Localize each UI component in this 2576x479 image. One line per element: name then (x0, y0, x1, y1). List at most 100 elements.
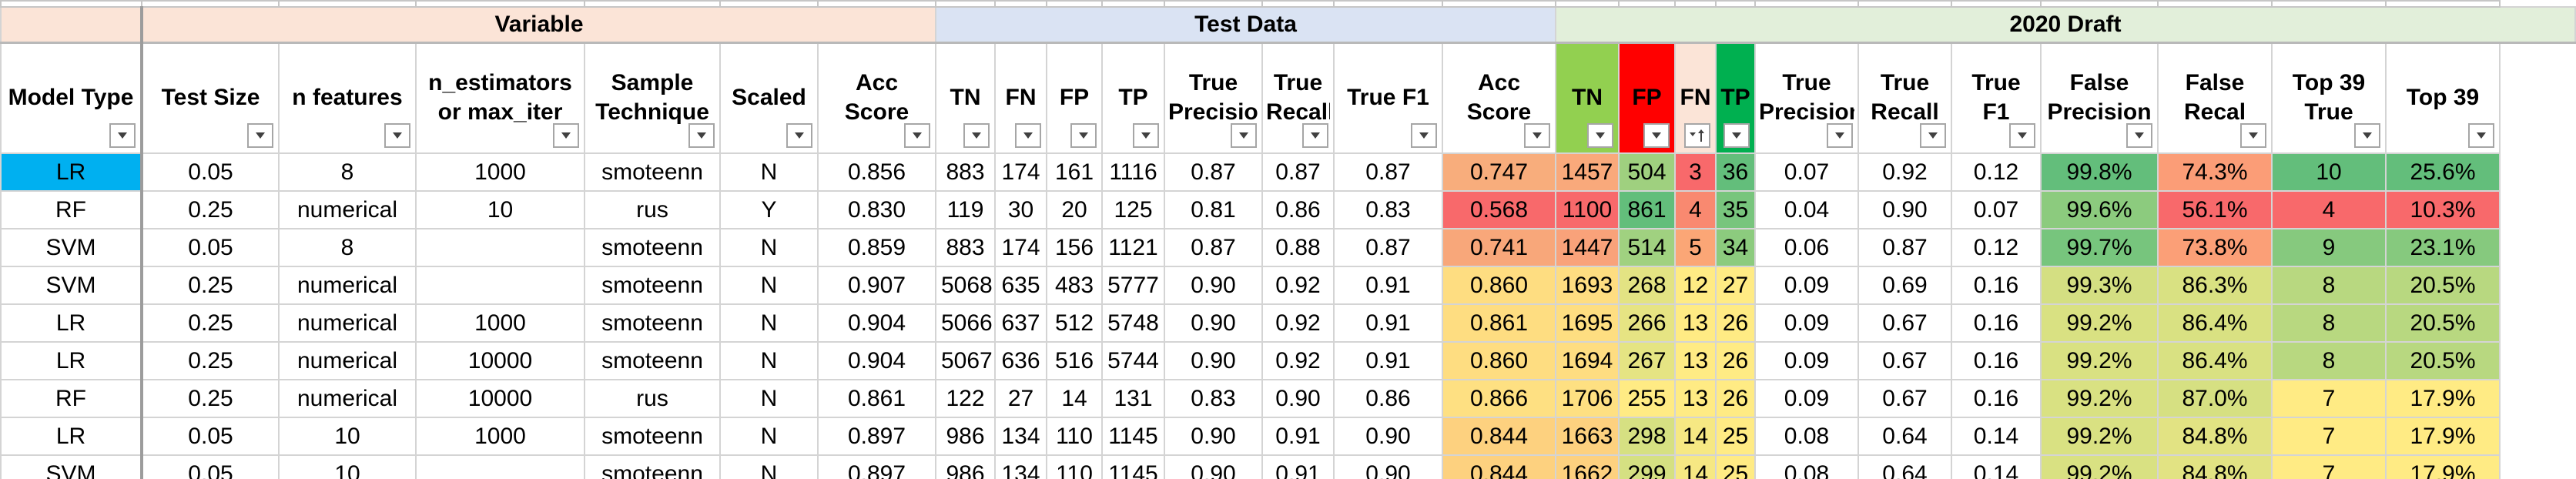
table-cell[interactable]: 0.90 (1333, 454, 1443, 479)
filter-dropdown-icon[interactable] (1723, 123, 1750, 148)
table-cell[interactable]: 99.2% (2040, 303, 2159, 343)
table-cell[interactable]: 74.3% (2157, 152, 2273, 192)
table-cell[interactable]: 110 (1046, 417, 1103, 456)
table-cell[interactable]: 0.07 (1754, 152, 1859, 192)
table-cell[interactable]: 9 (2271, 228, 2387, 267)
column-header-false-precision[interactable]: False Precision (2040, 42, 2159, 154)
table-cell[interactable]: N (719, 303, 819, 343)
table-cell[interactable]: 0.86 (1261, 190, 1335, 229)
table-cell[interactable]: 84.8% (2157, 454, 2273, 479)
table-cell[interactable]: 0.25 (141, 303, 280, 343)
table-cell[interactable]: 36 (1715, 152, 1756, 192)
table-cell[interactable]: 268 (1618, 266, 1676, 305)
table-cell[interactable]: 298 (1618, 417, 1676, 456)
filter-dropdown-icon[interactable] (2126, 123, 2152, 148)
table-cell[interactable]: 0.12 (1951, 228, 2042, 267)
table-cell[interactable]: numerical (278, 303, 417, 343)
filter-dropdown-icon[interactable] (963, 123, 990, 148)
table-cell[interactable]: 34 (1715, 228, 1756, 267)
table-cell[interactable]: 0.87 (1333, 152, 1443, 192)
table-cell[interactable] (415, 228, 585, 267)
table-cell[interactable]: 0.90 (1164, 303, 1263, 343)
table-cell[interactable]: 5744 (1101, 341, 1165, 380)
column-header-true-recall[interactable]: True Recall (1261, 42, 1335, 154)
table-cell[interactable]: 0.92 (1261, 303, 1335, 343)
table-cell[interactable]: 8 (2271, 341, 2387, 380)
table-cell[interactable]: N (719, 152, 819, 192)
table-cell[interactable]: 10 (278, 417, 417, 456)
table-cell[interactable]: 0.92 (1857, 152, 1952, 192)
table-cell[interactable]: 1000 (415, 303, 585, 343)
table-cell[interactable]: 635 (994, 266, 1047, 305)
table-cell[interactable]: 267 (1618, 341, 1676, 380)
sort-filter-dropdown-icon[interactable] (1684, 123, 1710, 148)
table-cell[interactable]: 5748 (1101, 303, 1165, 343)
table-cell[interactable]: 10 (2271, 152, 2387, 192)
table-cell[interactable]: SVM (0, 266, 143, 305)
table-cell[interactable]: 266 (1618, 303, 1676, 343)
table-cell[interactable]: 0.859 (817, 228, 936, 267)
table-cell[interactable]: 0.92 (1261, 266, 1335, 305)
filter-dropdown-icon[interactable] (2240, 123, 2266, 148)
table-cell[interactable]: 134 (994, 417, 1047, 456)
table-cell[interactable]: 174 (994, 152, 1047, 192)
table-cell[interactable]: 5777 (1101, 266, 1165, 305)
table-cell[interactable]: 13 (1674, 303, 1717, 343)
filter-dropdown-icon[interactable] (1302, 123, 1328, 148)
table-cell[interactable]: 0.06 (1754, 228, 1859, 267)
column-header-true-f1[interactable]: True F1 (1951, 42, 2042, 154)
table-cell[interactable]: N (719, 454, 819, 479)
column-header-true-precision[interactable]: True Precision (1164, 42, 1263, 154)
table-cell[interactable] (415, 266, 585, 305)
filter-dropdown-icon[interactable] (1231, 123, 1257, 148)
table-cell[interactable]: 8 (278, 152, 417, 192)
table-cell[interactable]: 883 (935, 228, 996, 267)
table-cell[interactable]: RF (0, 190, 143, 229)
table-cell[interactable]: 35 (1715, 190, 1756, 229)
filter-dropdown-icon[interactable] (1920, 123, 1946, 148)
table-cell[interactable]: 514 (1618, 228, 1676, 267)
table-cell[interactable]: 20.5% (2385, 341, 2501, 380)
table-cell[interactable]: 1145 (1101, 454, 1165, 479)
table-cell[interactable]: 1000 (415, 417, 585, 456)
table-cell[interactable]: 0.67 (1857, 379, 1952, 418)
table-cell[interactable]: 27 (994, 379, 1047, 418)
table-cell[interactable]: N (719, 266, 819, 305)
filter-dropdown-icon[interactable] (1524, 123, 1550, 148)
table-cell[interactable]: Y (719, 190, 819, 229)
table-cell[interactable]: 0.09 (1754, 303, 1859, 343)
table-cell[interactable]: 25 (1715, 417, 1756, 456)
table-cell[interactable]: 255 (1618, 379, 1676, 418)
column-header-acc-score[interactable]: Acc Score (1442, 42, 1556, 154)
table-cell[interactable]: 1693 (1555, 266, 1620, 305)
table-cell[interactable]: 0.830 (817, 190, 936, 229)
table-cell[interactable]: rus (584, 190, 721, 229)
column-header-false-recal[interactable]: False Recal (2157, 42, 2273, 154)
table-cell[interactable]: 0.866 (1442, 379, 1556, 418)
table-cell[interactable]: 1695 (1555, 303, 1620, 343)
table-cell[interactable]: 1000 (415, 152, 585, 192)
table-cell[interactable]: 131 (1101, 379, 1165, 418)
table-cell[interactable]: 1100 (1555, 190, 1620, 229)
table-cell[interactable]: 84.8% (2157, 417, 2273, 456)
table-cell[interactable]: 12 (1674, 266, 1717, 305)
column-header-sample-technique[interactable]: Sample Technique (584, 42, 721, 154)
table-cell[interactable]: 174 (994, 228, 1047, 267)
table-cell[interactable]: 4 (1674, 190, 1717, 229)
table-cell[interactable]: 0.09 (1754, 266, 1859, 305)
table-cell[interactable]: 0.87 (1164, 152, 1263, 192)
table-cell[interactable]: 1706 (1555, 379, 1620, 418)
table-cell[interactable]: 5066 (935, 303, 996, 343)
table-cell[interactable]: 86.4% (2157, 341, 2273, 380)
table-cell[interactable]: 0.91 (1261, 417, 1335, 456)
table-cell[interactable]: 0.86 (1333, 379, 1443, 418)
table-cell[interactable]: 1694 (1555, 341, 1620, 380)
table-cell[interactable]: 23.1% (2385, 228, 2501, 267)
table-cell[interactable]: 99.2% (2040, 341, 2159, 380)
table-cell[interactable]: 161 (1046, 152, 1103, 192)
table-cell[interactable]: 99.2% (2040, 454, 2159, 479)
table-cell[interactable]: 4 (2271, 190, 2387, 229)
column-header-true-precision[interactable]: True Precision (1754, 42, 1859, 154)
table-cell[interactable]: rus (584, 379, 721, 418)
group-header-test-data[interactable]: Test Data (935, 6, 1556, 44)
